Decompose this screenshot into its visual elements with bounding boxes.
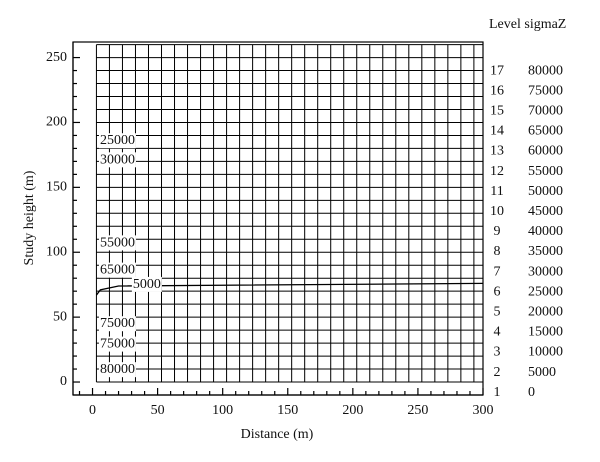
contour-label: 75000: [100, 337, 135, 352]
legend-level: 10: [490, 204, 504, 219]
contour-label: 75000: [100, 316, 135, 331]
legend-value: 0: [528, 385, 535, 400]
contour-label: 65000: [100, 263, 135, 278]
legend-value: 50000: [528, 184, 563, 199]
legend-value: 40000: [528, 224, 563, 239]
legend-value: 10000: [528, 345, 563, 360]
x-tick-label: 100: [212, 403, 233, 418]
contour-label: 80000: [100, 362, 135, 377]
legend-level: 5: [494, 305, 501, 320]
legend-value: 60000: [528, 144, 563, 159]
contour-label-bg: [131, 276, 162, 292]
contour-label-bg: [98, 316, 136, 332]
x-tick-label: 250: [407, 403, 428, 418]
y-tick-label: 200: [46, 115, 67, 130]
contour-label-bg: [98, 336, 136, 352]
x-tick-label: 300: [473, 403, 494, 418]
legend-level: 14: [490, 124, 504, 139]
legend-value: 5000: [528, 365, 556, 380]
legend-level: 2: [494, 365, 501, 380]
legend-level: 3: [494, 345, 501, 360]
legend-level: 11: [490, 184, 503, 199]
legend-level: 1: [494, 385, 501, 400]
legend-value: 75000: [528, 83, 563, 98]
legend-level: 15: [490, 104, 504, 119]
legend-value: 15000: [528, 325, 563, 340]
legend-level: 9: [494, 224, 501, 239]
legend-level: 13: [490, 144, 504, 159]
legend-value: 65000: [528, 124, 563, 139]
legend-value: 55000: [528, 164, 563, 179]
contour-label-bg: [98, 262, 136, 278]
x-tick-label: 200: [342, 403, 363, 418]
contour-label-bg: [98, 362, 136, 378]
contour-label-bg: [98, 152, 136, 168]
legend-level: 12: [490, 164, 504, 179]
legend-value: 35000: [528, 244, 563, 259]
contour-label: 5000: [133, 277, 161, 292]
legend-level: 7: [494, 264, 501, 279]
legend-value: 25000: [528, 284, 563, 299]
legend-value: 30000: [528, 264, 563, 279]
y-tick-label: 250: [46, 50, 67, 65]
contour-label-bg: [98, 133, 136, 149]
legend-value: 20000: [528, 305, 563, 320]
x-axis-label: Distance (m): [241, 427, 314, 442]
contour-label: 25000: [100, 133, 135, 148]
legend-level: 16: [490, 83, 504, 98]
contour-label-bg: [98, 235, 136, 251]
legend-level: 8: [494, 244, 501, 259]
legend-level: 6: [494, 284, 501, 299]
y-axis-label: Study height (m): [22, 170, 37, 265]
contour-label: 30000: [100, 152, 135, 167]
legend-level: 17: [490, 63, 504, 78]
y-tick-label: 150: [46, 180, 67, 195]
y-tick-label: 100: [46, 244, 67, 259]
contour-label: 55000: [100, 235, 135, 250]
legend-value: 45000: [528, 204, 563, 219]
legend-level: 4: [494, 325, 501, 340]
x-tick-label: 50: [151, 403, 165, 418]
contour-line: [95, 282, 484, 296]
y-tick-label: 0: [60, 374, 67, 389]
x-tick-label: 150: [277, 403, 298, 418]
legend-title: Level sigmaZ: [489, 17, 566, 32]
x-tick-label: 0: [89, 403, 96, 418]
legend-value: 80000: [528, 63, 563, 78]
y-tick-label: 50: [53, 309, 67, 324]
legend-value: 70000: [528, 104, 563, 119]
